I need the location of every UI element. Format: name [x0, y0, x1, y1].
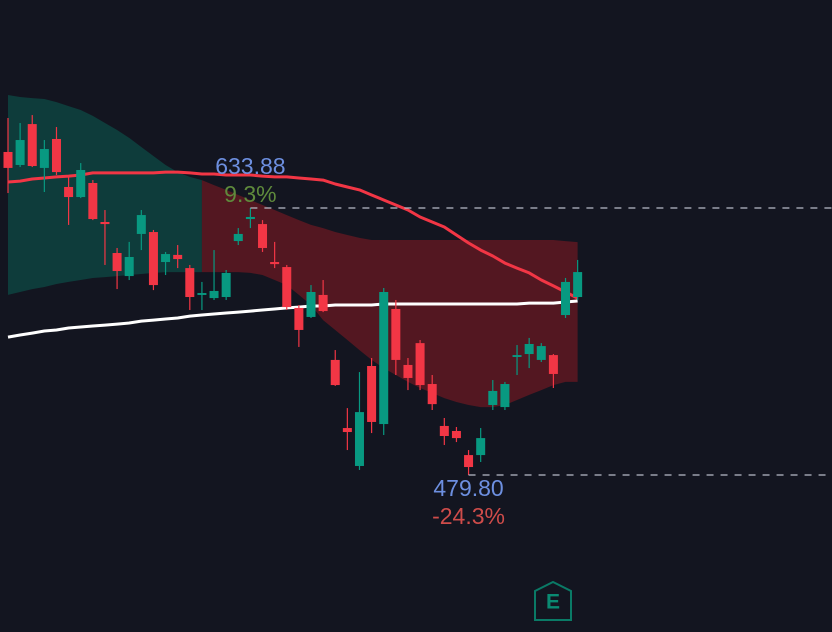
- markers: 633.889.3% 479.80-24.3%: [215, 153, 832, 529]
- candle-body: [318, 294, 328, 312]
- candle-body: [451, 430, 461, 439]
- candle-body: [403, 364, 413, 378]
- candle-body: [573, 272, 583, 298]
- candle-body: [27, 124, 37, 167]
- candle-body: [476, 438, 486, 456]
- candle-body: [124, 256, 134, 277]
- candle-body: [51, 138, 61, 173]
- moving-average-line: [7, 170, 579, 300]
- candle-body: [536, 346, 546, 360]
- candle-body: [161, 254, 171, 263]
- candle-body: [148, 232, 158, 286]
- candle-body: [548, 355, 558, 374]
- candle-body: [561, 281, 571, 316]
- candle-body: [294, 307, 304, 330]
- candle-body: [524, 343, 534, 355]
- candle-body: [500, 384, 510, 408]
- event-label[interactable]: E: [546, 591, 560, 614]
- candle-body: [464, 455, 474, 468]
- price-change-label: -24.3%: [432, 503, 505, 529]
- candle-body: [488, 390, 498, 405]
- candle-body: [136, 215, 146, 234]
- candle-body: [270, 262, 280, 265]
- candle-body: [221, 272, 231, 298]
- candles: [3, 115, 583, 475]
- price-level-label: 479.80: [433, 475, 503, 501]
- candle-body: [439, 425, 449, 437]
- candle-body: [100, 221, 110, 225]
- band: [201, 180, 578, 408]
- price-change-label: 9.3%: [224, 181, 276, 207]
- candle-body: [173, 254, 183, 260]
- candle-body: [415, 343, 425, 386]
- candle-body: [15, 140, 25, 165]
- candle-body: [367, 365, 377, 422]
- candle-body: [258, 224, 268, 248]
- event-badge[interactable]: [534, 580, 572, 621]
- candle-body: [391, 308, 401, 360]
- earnings-event[interactable]: E: [534, 580, 572, 621]
- candle-body: [197, 293, 207, 295]
- candle-body: [3, 151, 13, 168]
- candle-body: [512, 355, 522, 357]
- candle-body: [88, 182, 98, 220]
- candle-body: [64, 186, 74, 198]
- lines: [7, 170, 579, 339]
- candle-body: [379, 291, 389, 425]
- candle-body: [39, 149, 49, 168]
- candle-body: [427, 384, 437, 405]
- candle-body: [245, 216, 255, 220]
- candle-body: [233, 233, 243, 242]
- candle-body: [354, 412, 364, 466]
- candle-body: [185, 268, 195, 298]
- candle-body: [76, 170, 86, 198]
- candle-body: [306, 291, 316, 317]
- candle-body: [342, 428, 352, 433]
- candle-body: [209, 290, 219, 299]
- moving-average-line: [7, 299, 578, 339]
- candle-body: [330, 359, 340, 386]
- candle-body: [282, 267, 292, 308]
- price-level-label: 633.88: [215, 153, 285, 179]
- candle-body: [112, 253, 122, 272]
